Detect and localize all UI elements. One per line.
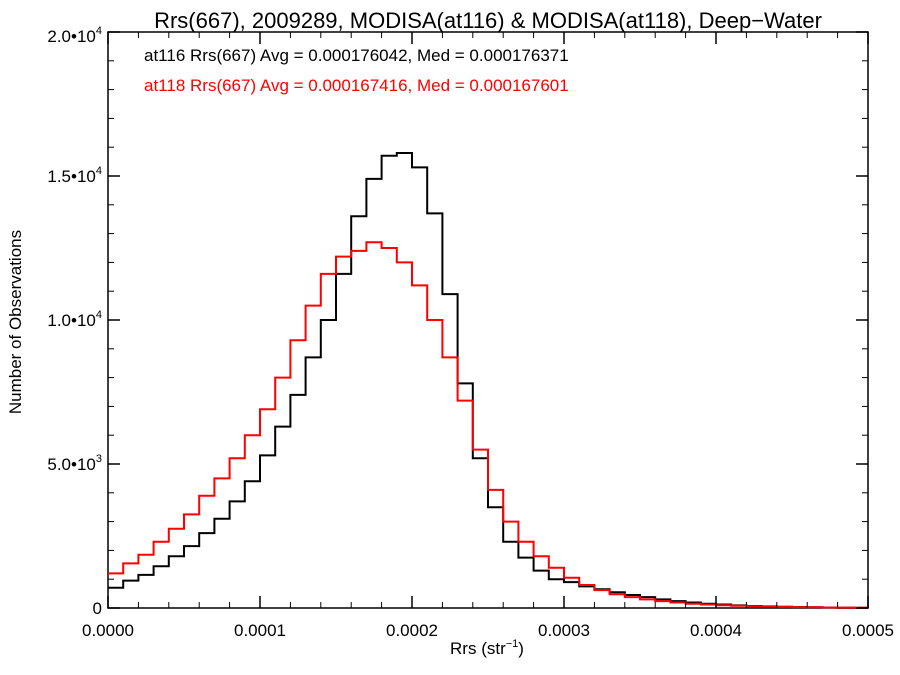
x-tick-label: 0.0005 [842,621,894,640]
x-tick-label: 0.0002 [386,621,438,640]
y-tick-label: 1.5•104 [47,165,102,186]
y-tick-label: 0 [93,599,102,618]
x-axis-label-close: ) [518,639,524,658]
x-axis-label-superscript: −1 [506,638,519,650]
stats-annotation-1: at116 Rrs(667) Avg = 0.000176042, Med = … [144,46,569,65]
x-tick-label: 0.0001 [234,621,286,640]
x-axis-label-text: Rrs (str [450,639,506,658]
x-tick-label: 0.0000 [82,621,134,640]
chart-title: Rrs(667), 2009289, MODISA(at116) & MODIS… [154,8,822,33]
y-tick-label: 1.0•104 [47,309,102,330]
y-axis: 0 5.0•103 1.0•104 1.5•104 2.0•104 [47,25,868,618]
annotations: at116 Rrs(667) Avg = 0.000176042, Med = … [144,46,569,95]
x-axis-label: Rrs (str−1) [450,638,524,658]
x-tick-label: 0.0003 [538,621,590,640]
x-axis: 0.0000 0.0001 0.0002 0.0003 0.0004 0.0005 [82,32,894,640]
y-axis-label: Number of Observations [6,230,25,414]
y-tick-label: 5.0•103 [47,453,102,474]
y-tick-label: 2.0•104 [47,25,102,46]
x-tick-label: 0.0004 [690,621,742,640]
stats-annotation-2: at118 Rrs(667) Avg = 0.000167416, Med = … [144,76,569,95]
